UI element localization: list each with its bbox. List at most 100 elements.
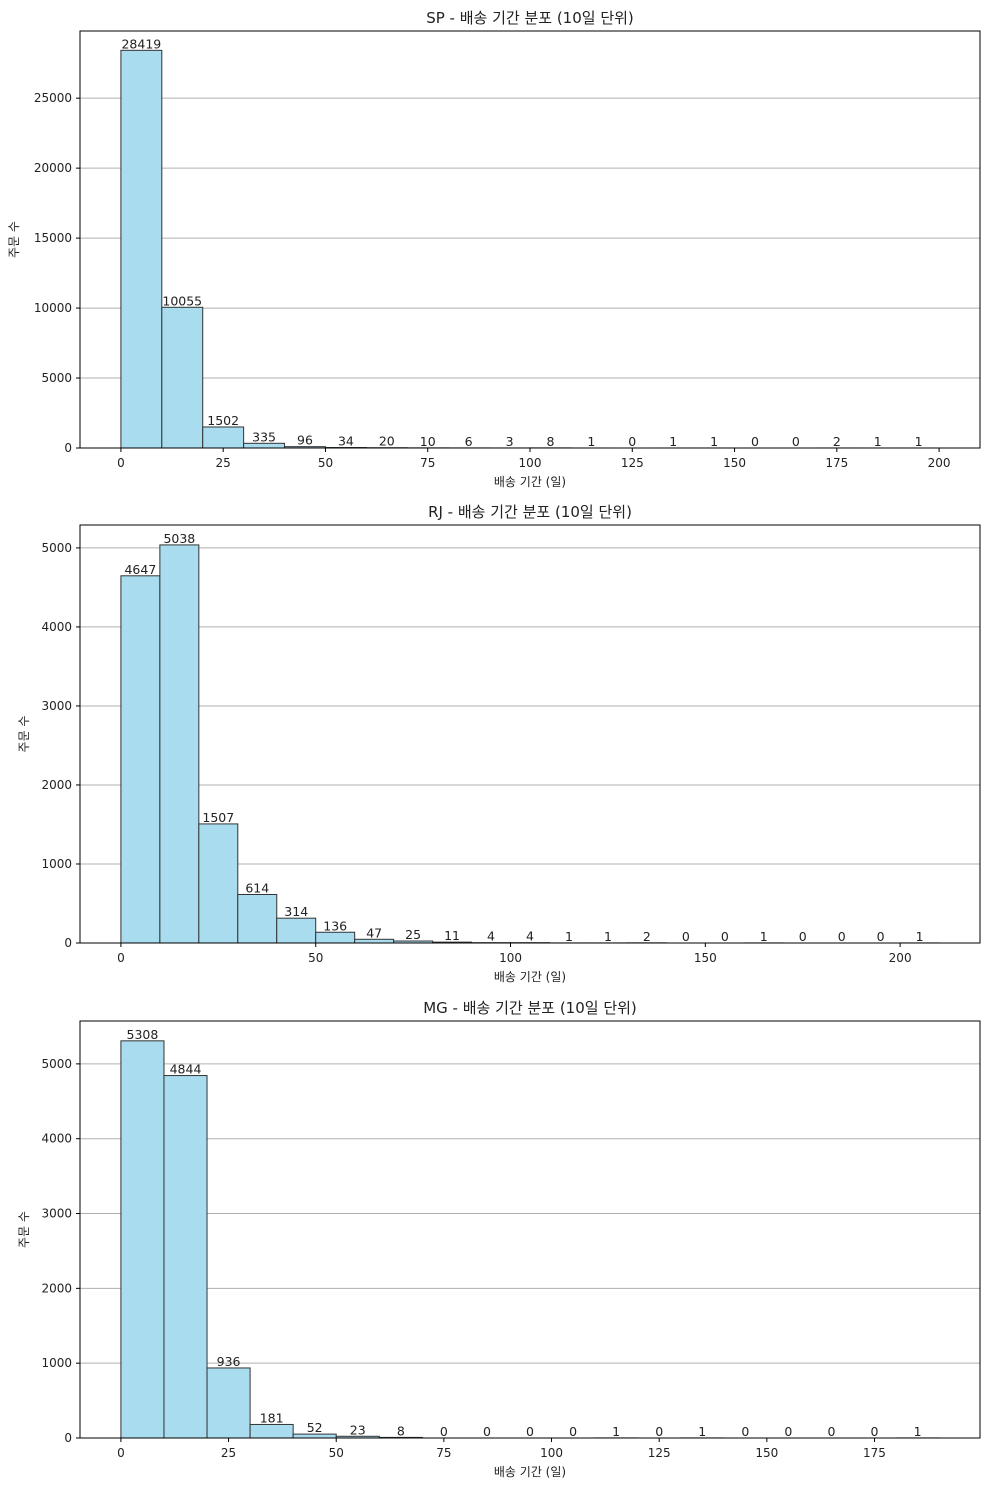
bar [237,893,278,944]
y-tick-label: 2000 [41,1281,72,1295]
y-tick-label: 0 [64,441,72,455]
x-tick-label: 0 [117,951,125,965]
bar [163,1075,208,1439]
bar [202,426,245,449]
y-tick-label: 4000 [41,620,72,634]
data-label: 1 [587,434,595,449]
data-label: 1 [915,434,923,449]
data-label: 1 [874,434,882,449]
y-tick-label: 5000 [41,1057,72,1071]
x-tick-label: 25 [221,1446,236,1460]
data-label: 47 [366,925,382,940]
data-label: 8 [546,434,554,449]
x-tick-label: 175 [863,1446,886,1460]
y-tick-label: 25000 [34,91,72,105]
data-label: 0 [440,1424,448,1439]
data-label: 96 [297,433,313,448]
data-label: 25 [405,927,421,942]
data-label: 1 [914,1424,922,1439]
x-tick-label: 125 [621,456,644,470]
data-label: 0 [784,1424,792,1439]
y-tick-label: 2000 [41,778,72,792]
data-label: 0 [751,434,759,449]
y-axis-label: 주문 수 [17,1211,31,1248]
bar [159,544,200,944]
x-tick-label: 100 [540,1446,563,1460]
data-label: 0 [682,929,690,944]
plot-frame [79,524,981,944]
bar [198,823,239,944]
y-tick-label: 4000 [41,1132,72,1146]
x-tick-label: 75 [420,456,435,470]
data-label: 4 [487,929,495,944]
data-label: 10055 [162,293,202,308]
data-label: 4844 [170,1062,202,1077]
data-label: 1 [669,434,677,449]
data-label: 181 [260,1410,284,1425]
data-label: 0 [628,434,636,449]
data-label: 0 [569,1424,577,1439]
y-tick-label: 5000 [41,541,72,555]
data-label: 614 [245,880,269,895]
y-tick-label: 1000 [41,1356,72,1370]
y-axis-label: 주문 수 [7,221,21,258]
data-label: 0 [871,1424,879,1439]
data-label: 136 [323,918,347,933]
x-tick-label: 100 [499,951,522,965]
data-label: 1 [604,929,612,944]
x-tick-label: 75 [436,1446,451,1460]
data-label: 0 [792,434,800,449]
data-label: 1 [710,434,718,449]
data-label: 28419 [121,36,161,51]
y-tick-label: 5000 [41,371,72,385]
x-axis-label: 배송 기간 (일) [494,970,566,984]
data-label: 5038 [163,531,195,546]
plot-frame [79,30,981,449]
chart-title: RJ - 배송 기간 분포 (10일 단위) [428,503,632,521]
data-label: 34 [338,434,354,449]
data-label: 335 [252,429,276,444]
bar [120,49,163,449]
data-label: 1507 [202,810,234,825]
data-label: 23 [350,1422,366,1437]
bar [206,1367,251,1439]
data-label: 1 [565,929,573,944]
data-label: 1 [760,929,768,944]
plot-frame [79,1020,981,1439]
data-label: 1502 [207,413,239,428]
y-tick-label: 0 [64,936,72,950]
data-label: 0 [721,929,729,944]
data-label: 1 [698,1424,706,1439]
x-tick-label: 125 [648,1446,671,1460]
data-label: 0 [741,1424,749,1439]
x-tick-label: 50 [329,1446,344,1460]
x-tick-label: 200 [928,456,951,470]
y-tick-label: 3000 [41,699,72,713]
chart-title: MG - 배송 기간 분포 (10일 단위) [423,999,637,1017]
bar [120,1040,165,1439]
x-tick-label: 25 [216,456,231,470]
data-label: 52 [307,1420,323,1435]
x-tick-label: 100 [519,456,542,470]
y-tick-label: 20000 [34,161,72,175]
y-tick-label: 10000 [34,301,72,315]
data-label: 0 [827,1424,835,1439]
bar [120,575,161,944]
bar [249,1423,294,1439]
data-label: 0 [799,929,807,944]
data-label: 10 [420,434,436,449]
data-label: 2 [833,434,841,449]
x-tick-label: 200 [889,951,912,965]
y-tick-label: 3000 [41,1207,72,1221]
data-label: 6 [465,434,473,449]
data-label: 0 [838,929,846,944]
data-label: 11 [444,928,460,943]
data-label: 4647 [124,562,156,577]
x-tick-label: 150 [694,951,717,965]
y-axis-label: 주문 수 [17,716,31,753]
x-axis-label: 배송 기간 (일) [494,1465,566,1479]
x-tick-label: 50 [318,456,333,470]
bar [276,917,317,944]
